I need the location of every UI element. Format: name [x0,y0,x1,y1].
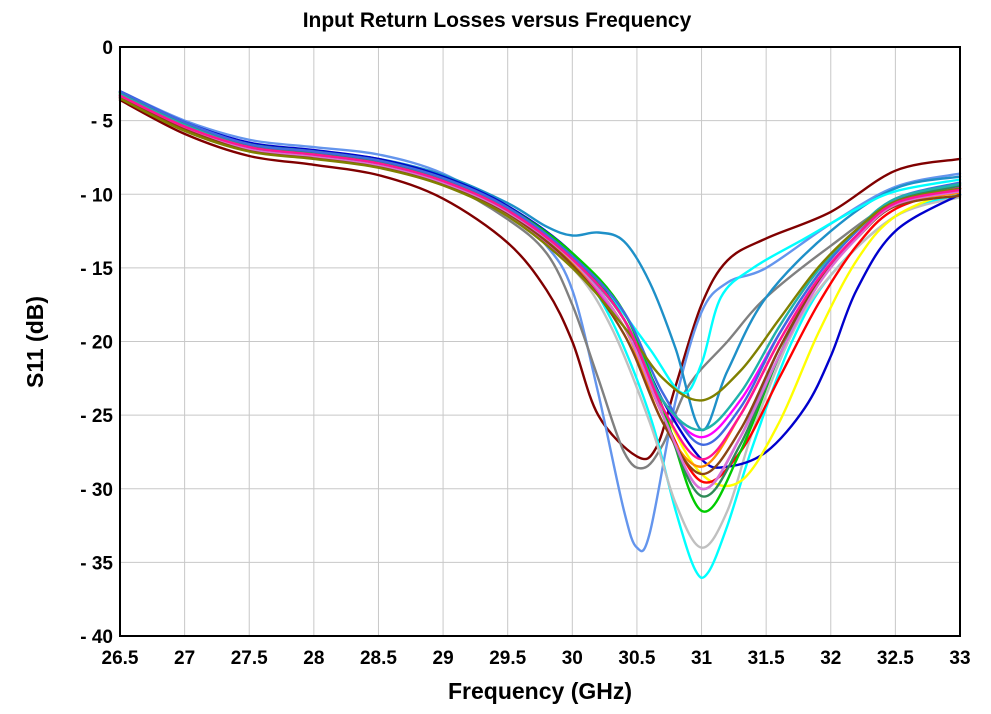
x-tick-label: 27 [174,648,195,669]
series-line [118,90,962,553]
x-tick-labels: 26.5 27 27.5 28 28.5 29 29.5 30 30.5 31 31.5 32 32.5… [102,648,971,669]
series-line [118,94,962,484]
x-tick-label: 28.5 [360,648,397,669]
series-line [118,92,962,488]
y-tick-label: - 5 [91,112,114,133]
series-line [118,98,962,461]
y-tick-label: - 30 [80,480,113,501]
y-tick-label: - 10 [80,185,113,206]
series-line [118,94,962,461]
y-tick-label: 0 [102,38,113,59]
x-tick-label: 26.5 [102,648,139,669]
y-tick-label: - 25 [80,406,113,427]
series-line [118,95,962,549]
x-tick-label: 33 [949,648,970,669]
plot-frame [119,46,961,637]
y-axis-label: S11 (dB) [22,296,48,388]
y-tick-labels: 0 - 5 - 10 - 15 - 20 - 25 - 30 - 35 - 40 [80,38,113,648]
x-tick-label: 31 [691,648,713,669]
series-line [118,94,962,579]
y-tick-label: - 40 [80,627,113,648]
chart-title: Input Return Losses versus Frequency [303,9,692,32]
series-line [118,95,962,470]
x-axis-label: Frequency (GHz) [448,678,632,704]
x-tick-label: 28 [303,648,324,669]
series-lines [118,90,962,579]
x-tick-label: 29 [433,648,454,669]
y-tick-label: - 15 [80,259,113,280]
x-tick-label: 31.5 [748,648,785,669]
y-tick-label: - 20 [80,333,113,354]
series-line [118,92,962,491]
y-tick-label: - 35 [80,553,113,574]
series-line [118,95,962,476]
x-tick-label: 30.5 [618,648,655,669]
x-tick-label: 29.5 [489,648,526,669]
x-tick-label: 30 [562,648,583,669]
x-tick-label: 27.5 [231,648,268,669]
x-tick-label: 32 [820,648,841,669]
x-tick-label: 32.5 [877,648,914,669]
grid-lines [119,46,961,637]
series-line [118,97,962,402]
series-line [118,91,962,498]
series-line [118,90,962,446]
